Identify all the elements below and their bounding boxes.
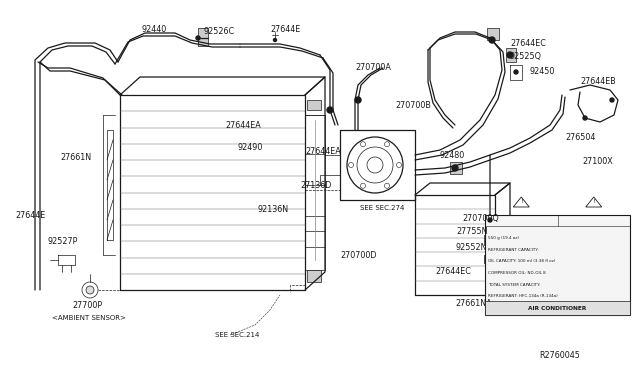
Circle shape: [514, 70, 518, 74]
Text: <AMBIENT SENSOR>: <AMBIENT SENSOR>: [52, 315, 126, 321]
Text: 92526C: 92526C: [204, 28, 235, 36]
Text: 27755N: 27755N: [456, 228, 488, 237]
Circle shape: [349, 163, 353, 167]
Text: OIL CAPACITY: 100 ml (3.38 fl oz): OIL CAPACITY: 100 ml (3.38 fl oz): [488, 260, 556, 263]
Text: 550 g (19.4 oz): 550 g (19.4 oz): [488, 237, 519, 241]
Text: 270700D: 270700D: [340, 250, 376, 260]
Circle shape: [507, 52, 513, 58]
Circle shape: [488, 218, 492, 222]
Circle shape: [397, 163, 401, 167]
Circle shape: [327, 107, 333, 113]
Circle shape: [196, 36, 200, 40]
Circle shape: [360, 142, 365, 147]
Text: 270700A: 270700A: [355, 64, 391, 73]
Circle shape: [273, 38, 276, 42]
Text: 92440: 92440: [142, 26, 167, 35]
Text: SEE SEC.214: SEE SEC.214: [215, 332, 259, 338]
Text: 27661N: 27661N: [60, 154, 91, 163]
Text: 92480: 92480: [440, 151, 465, 160]
Text: 92136N: 92136N: [258, 205, 289, 215]
Text: 27644E: 27644E: [15, 211, 45, 219]
Text: 92552N: 92552N: [456, 244, 488, 253]
Bar: [484, 255, 498, 263]
Bar: [305, 115, 325, 270]
Text: SEE SEC.274: SEE SEC.274: [360, 205, 404, 211]
Text: 270700Q: 270700Q: [462, 214, 499, 222]
Text: 27644EC: 27644EC: [435, 267, 471, 276]
Text: 27700P: 27700P: [72, 301, 102, 310]
Text: 276504: 276504: [565, 134, 595, 142]
Bar: [484, 235, 498, 245]
Circle shape: [452, 165, 458, 171]
Text: 27661NA: 27661NA: [455, 298, 492, 308]
Bar: [450, 162, 462, 174]
Text: 27644EA: 27644EA: [305, 148, 340, 157]
Circle shape: [385, 183, 390, 188]
Circle shape: [360, 183, 365, 188]
Text: 27644EC: 27644EC: [510, 38, 546, 48]
Bar: [307, 100, 321, 110]
Bar: [485, 215, 630, 315]
Text: COMPRESSOR OIL: ND-OIL 8: COMPRESSOR OIL: ND-OIL 8: [488, 271, 546, 275]
Text: 27100X: 27100X: [582, 157, 612, 167]
Text: 92525Q: 92525Q: [510, 52, 542, 61]
Text: 27644E: 27644E: [270, 26, 300, 35]
Circle shape: [610, 98, 614, 102]
Text: R2760045: R2760045: [539, 350, 580, 359]
Text: REFRIGERANT: HFC-134a (R-134a): REFRIGERANT: HFC-134a (R-134a): [488, 294, 557, 298]
Bar: [487, 28, 499, 40]
Text: 92490: 92490: [238, 144, 264, 153]
Text: 270700B: 270700B: [395, 100, 431, 109]
Bar: [198, 28, 208, 46]
Text: !: !: [520, 199, 523, 204]
Bar: [506, 48, 516, 62]
Circle shape: [385, 142, 390, 147]
Text: 92450: 92450: [530, 67, 556, 77]
Text: 27136D: 27136D: [300, 180, 332, 189]
Circle shape: [489, 37, 495, 43]
Text: 27644EB: 27644EB: [580, 77, 616, 87]
Circle shape: [86, 286, 94, 294]
Text: TOTAL SYSTEM CAPACITY:: TOTAL SYSTEM CAPACITY:: [488, 282, 541, 286]
Text: !: !: [593, 199, 595, 204]
Circle shape: [355, 97, 361, 103]
Text: 27644EA: 27644EA: [225, 121, 260, 129]
Bar: [485, 301, 630, 315]
Text: AIR CONDITIONER: AIR CONDITIONER: [528, 305, 587, 311]
Text: REFRIGERANT CAPACITY:: REFRIGERANT CAPACITY:: [488, 248, 539, 252]
Bar: [307, 270, 321, 282]
Text: 92527P: 92527P: [48, 237, 78, 247]
Circle shape: [583, 116, 587, 120]
